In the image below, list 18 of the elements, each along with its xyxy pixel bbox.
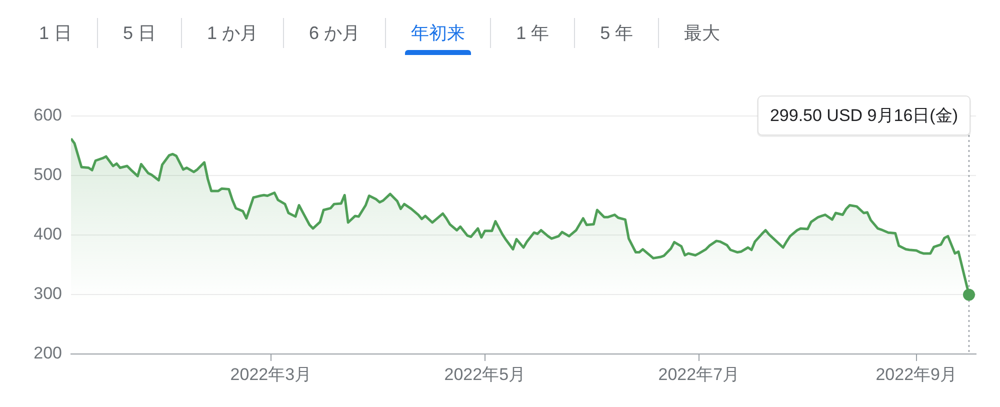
y-tick-label: 400 — [34, 224, 62, 244]
text: 年初来 — [411, 22, 466, 45]
text: 5 日 — [123, 22, 156, 45]
y-tick-label: 500 — [34, 165, 62, 184]
text: 1 か月 — [207, 22, 258, 45]
text: 6 か月 — [309, 22, 360, 45]
y-tick-label: 200 — [34, 344, 62, 363]
y-tick-label: 600 — [34, 106, 62, 125]
y-tick-label: 300 — [34, 284, 62, 304]
text: 1 年 — [516, 22, 550, 45]
x-tick-label: 2022年9月 — [876, 364, 958, 384]
text: 5 年 — [600, 22, 634, 45]
text: 1 日 — [39, 22, 72, 45]
x-tick-label: 2022年5月 — [444, 364, 526, 384]
text: 最大 — [684, 22, 720, 45]
x-tick-label: 2022年7月 — [658, 364, 740, 384]
ref-line-label: 299.50 USD 9月16日(金) — [770, 106, 958, 126]
x-tick-label: 2022年3月 — [230, 364, 312, 384]
